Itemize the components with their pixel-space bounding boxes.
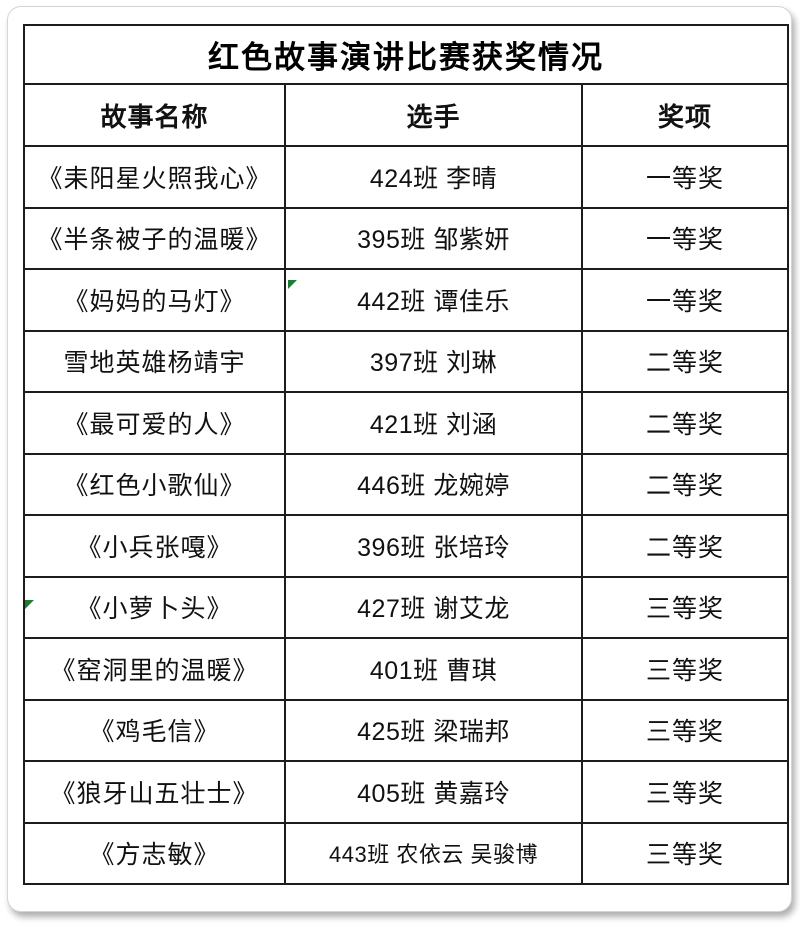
award-cell: 二等奖 [580, 391, 790, 455]
contestant-cell: 395班 邹紫妍 [284, 206, 583, 270]
contestant-cell: 421班 刘涵 [284, 391, 583, 455]
table-row: 《小萝卜头》 427班 谢艾龙 三等奖 [23, 575, 790, 639]
story-cell: 《小兵张嘎》 [23, 514, 286, 578]
table-row: 《窑洞里的温暖》 401班 曹琪 三等奖 [23, 637, 790, 701]
contestant-cell: 396班 张培玲 [284, 514, 583, 578]
story-cell: 《最可爱的人》 [23, 391, 286, 455]
award-table: 红色故事演讲比赛获奖情况 故事名称 选手 奖项 《耒阳星火照我心》 424班 李… [22, 24, 790, 885]
table-row: 《方志敏》 443班 农依云 吴骏博 三等奖 [23, 821, 790, 885]
table-title: 红色故事演讲比赛获奖情况 [22, 24, 790, 85]
award-cell: 三等奖 [580, 698, 790, 762]
table-row: 《狼牙山五壮士》 405班 黄嘉玲 三等奖 [23, 760, 790, 824]
story-cell: 《半条被子的温暖》 [23, 206, 286, 270]
story-cell: 《小萝卜头》 [23, 575, 286, 639]
award-cell: 二等奖 [580, 514, 790, 578]
table-row: 《红色小歌仙》 446班 龙婉婷 二等奖 [23, 452, 790, 516]
green-triangle-flag-icon [25, 600, 34, 609]
table-row: 《妈妈的马灯》 442班 谭佳乐 一等奖 [23, 268, 790, 332]
story-cell: 《狼牙山五壮士》 [23, 760, 286, 824]
document-card: 红色故事演讲比赛获奖情况 故事名称 选手 奖项 《耒阳星火照我心》 424班 李… [7, 6, 792, 912]
story-cell: 《红色小歌仙》 [23, 452, 286, 516]
column-header-award: 奖项 [580, 83, 790, 147]
story-cell: 《耒阳星火照我心》 [23, 145, 286, 209]
contestant-cell: 401班 曹琪 [284, 637, 583, 701]
story-cell: 《窑洞里的温暖》 [23, 637, 286, 701]
contestant-cell: 442班 谭佳乐 [284, 268, 583, 332]
table-row: 《小兵张嘎》 396班 张培玲 二等奖 [23, 514, 790, 578]
award-cell: 一等奖 [580, 206, 790, 270]
award-cell: 三等奖 [580, 575, 790, 639]
table-row: 《最可爱的人》 421班 刘涵 二等奖 [23, 391, 790, 455]
award-cell: 三等奖 [580, 821, 790, 885]
contestant-cell: 427班 谢艾龙 [284, 575, 583, 639]
award-cell: 一等奖 [580, 145, 790, 209]
award-cell: 一等奖 [580, 268, 790, 332]
contestant-cell: 443班 农依云 吴骏博 [284, 821, 583, 885]
contestant-cell: 424班 李晴 [284, 145, 583, 209]
contestant-cell: 397班 刘琳 [284, 329, 583, 393]
contestant-cell: 446班 龙婉婷 [284, 452, 583, 516]
award-cell: 三等奖 [580, 637, 790, 701]
table-title-row: 红色故事演讲比赛获奖情况 [22, 24, 790, 85]
contestant-cell: 405班 黄嘉玲 [284, 760, 583, 824]
green-triangle-flag-icon [288, 280, 297, 289]
story-cell: 雪地英雄杨靖宇 [23, 329, 286, 393]
table-header-row: 故事名称 选手 奖项 [23, 83, 790, 147]
table-row: 《耒阳星火照我心》 424班 李晴 一等奖 [23, 145, 790, 209]
column-header-contestant: 选手 [284, 83, 583, 147]
contestant-cell: 425班 梁瑞邦 [284, 698, 583, 762]
story-cell: 《鸡毛信》 [23, 698, 286, 762]
table-row: 雪地英雄杨靖宇 397班 刘琳 二等奖 [23, 329, 790, 393]
story-cell: 《方志敏》 [23, 821, 286, 885]
column-header-story: 故事名称 [23, 83, 286, 147]
award-cell: 三等奖 [580, 760, 790, 824]
award-cell: 二等奖 [580, 329, 790, 393]
award-cell: 二等奖 [580, 452, 790, 516]
table-row: 《鸡毛信》 425班 梁瑞邦 三等奖 [23, 698, 790, 762]
table-row: 《半条被子的温暖》 395班 邹紫妍 一等奖 [23, 206, 790, 270]
story-cell: 《妈妈的马灯》 [23, 268, 286, 332]
